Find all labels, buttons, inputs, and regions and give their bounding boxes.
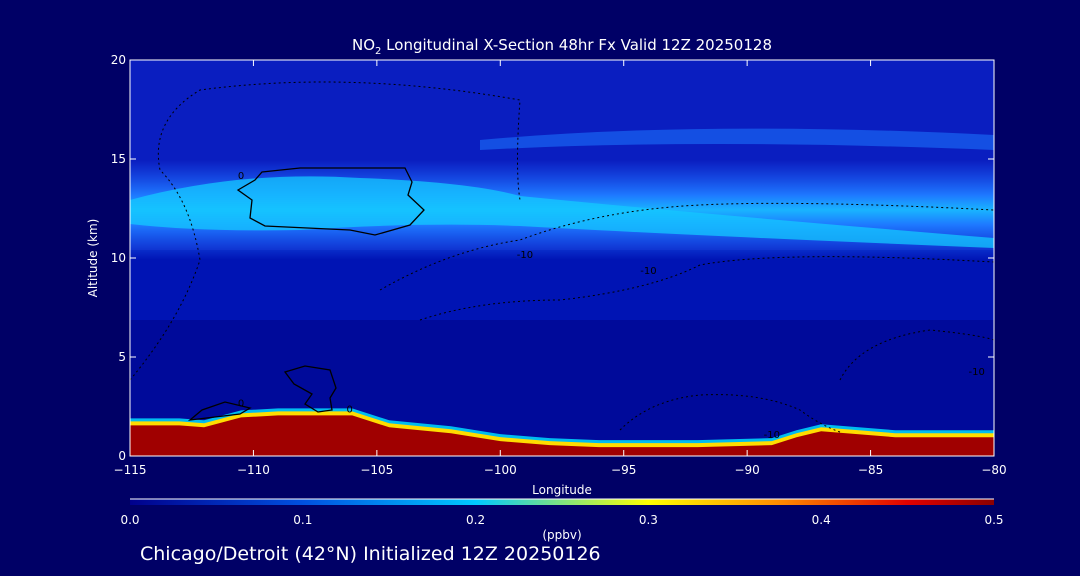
x-tick-label: −90 xyxy=(734,463,759,477)
contour-labels: 0 0 0 -10 -10 -10 -10 xyxy=(238,171,985,441)
title: NO2 Longitudinal X-Section 48hr Fx Valid… xyxy=(352,36,772,57)
contour-label: -10 xyxy=(764,430,780,441)
contour-dotted-d xyxy=(839,329,994,381)
x-axis: −115 −110 −105 −100 −95 −90 −85 −80 xyxy=(114,60,1007,477)
colorbar-tick-label: 0.4 xyxy=(812,513,831,527)
colorbar-tick-label: 0.1 xyxy=(293,513,312,527)
colorbar: 0.0 0.1 0.2 0.3 0.4 0.5 (ppbv) xyxy=(120,498,1004,542)
x-tick-label: −100 xyxy=(484,463,517,477)
y-tick-label: 5 xyxy=(118,350,126,364)
contour-zero-lower xyxy=(283,365,337,413)
x-tick-label: −95 xyxy=(611,463,636,477)
colorbar-tick-label: 0.3 xyxy=(639,513,658,527)
contour-dotted-a xyxy=(379,202,994,291)
subtitle: Chicago/Detroit (42°N) Initialized 12Z 2… xyxy=(140,543,601,565)
x-tick-label: −85 xyxy=(858,463,883,477)
contour-zero-upper xyxy=(236,167,425,236)
colorbar-tick-label: 0.2 xyxy=(466,513,485,527)
y-axis-label: Altitude (km) xyxy=(86,219,100,298)
contour-dotted-c xyxy=(130,81,521,381)
contour-label: 0 xyxy=(238,171,244,182)
surface-layer-red xyxy=(130,415,994,456)
colorbar-tick-label: 0.0 xyxy=(120,513,139,527)
y-tick-label: 20 xyxy=(111,53,126,67)
title-subscript: 2 xyxy=(375,46,381,57)
x-tick-label: −110 xyxy=(237,463,270,477)
x-axis-label: Longitude xyxy=(532,483,592,497)
colorbar-label: (ppbv) xyxy=(542,528,581,542)
colorbar-ticks: 0.0 0.1 0.2 0.3 0.4 0.5 xyxy=(120,513,1003,527)
title-prefix: NO xyxy=(352,36,375,54)
upper-wisp xyxy=(480,128,994,150)
x-tick-label: −105 xyxy=(360,463,393,477)
colorbar-tick-label: 0.5 xyxy=(984,513,1003,527)
contour-dotted-e xyxy=(619,394,841,433)
surface-layer-cyan xyxy=(130,408,994,449)
contour-dotted-b xyxy=(419,256,994,321)
y-tick-label: 0 xyxy=(118,449,126,463)
contour-label: -10 xyxy=(969,367,985,378)
y-axis: 0 5 10 15 20 xyxy=(111,53,994,463)
contour-label: 0 xyxy=(347,404,353,415)
surface-layer-yellow xyxy=(130,411,994,449)
contour-label: -10 xyxy=(640,266,656,277)
contour-label: -10 xyxy=(517,250,533,261)
plot-area: 0 0 0 -10 -10 -10 -10 xyxy=(130,60,994,456)
contour-label: 0 xyxy=(238,399,244,410)
y-tick-label: 10 xyxy=(111,251,126,265)
x-tick-label: −80 xyxy=(981,463,1006,477)
colorbar-gradient xyxy=(130,499,994,505)
svg-text:NO2 Longitudinal X-Section 48h: NO2 Longitudinal X-Section 48hr Fx Valid… xyxy=(352,36,772,57)
contour-zero-west xyxy=(187,401,252,421)
upper-layer-core xyxy=(130,176,994,248)
y-tick-label: 15 xyxy=(111,152,126,166)
title-rest: Longitudinal X-Section 48hr Fx Valid 12Z… xyxy=(381,36,772,54)
x-tick-label: −115 xyxy=(114,463,147,477)
